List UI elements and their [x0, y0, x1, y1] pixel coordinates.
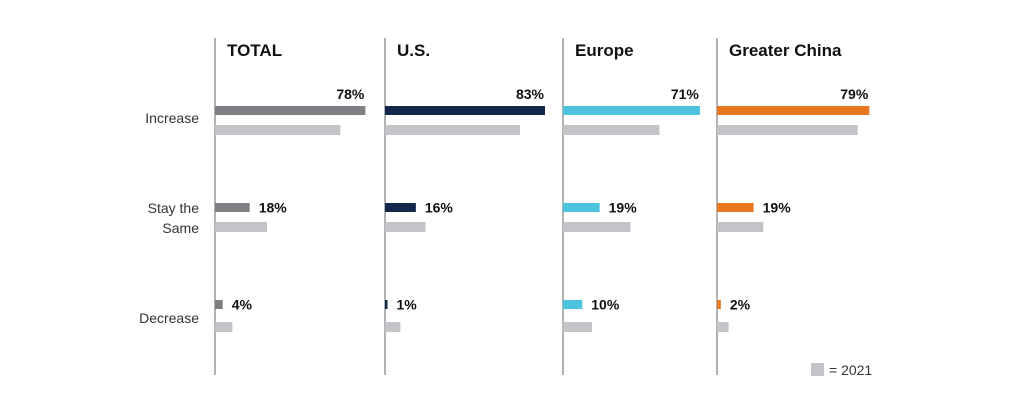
bar-2021: [563, 322, 592, 332]
category-label: Increase: [145, 110, 199, 126]
bar-current: [563, 300, 583, 309]
bar-current: [717, 300, 721, 309]
panel-title: Europe: [575, 41, 634, 60]
bar-2021: [717, 125, 858, 135]
bar-current: [717, 203, 754, 212]
panel-title: Greater China: [729, 41, 842, 60]
legend-swatch-2021: [811, 363, 824, 376]
bar-2021: [215, 322, 233, 332]
bar-2021: [717, 222, 764, 232]
bar-2021: [385, 222, 426, 232]
category-label: Decrease: [139, 310, 199, 326]
panel: U.S. 83% 16% 1%: [384, 38, 545, 375]
bar-current: [215, 300, 223, 309]
bar-current: [563, 203, 600, 212]
data-label: 83%: [516, 86, 545, 102]
legend-label: = 2021: [829, 362, 872, 378]
bar-current: [385, 106, 545, 115]
bar-current: [215, 106, 366, 115]
data-label: 4%: [232, 297, 253, 313]
data-label: 79%: [840, 86, 869, 102]
legend: = 2021: [811, 362, 872, 378]
data-label: 19%: [763, 200, 792, 216]
data-label: 78%: [336, 86, 365, 102]
bar-current: [215, 203, 250, 212]
data-label: 19%: [609, 200, 638, 216]
data-label: 10%: [591, 297, 620, 313]
bar-current: [563, 106, 700, 115]
bar-2021: [717, 322, 729, 332]
bar-2021: [385, 125, 520, 135]
panel-title: TOTAL: [227, 41, 282, 60]
panel: Greater China 79% 19% 2%: [716, 38, 870, 375]
data-label: 2%: [730, 297, 751, 313]
data-label: 16%: [425, 200, 454, 216]
data-label: 71%: [671, 86, 700, 102]
data-label: 18%: [259, 200, 288, 216]
bar-2021: [385, 322, 401, 332]
bar-2021: [563, 222, 631, 232]
bar-2021: [563, 125, 660, 135]
bar-2021: [215, 222, 268, 232]
panel: Europe 71% 19% 10%: [562, 38, 700, 375]
data-label: 1%: [397, 297, 418, 313]
category-labels: Increase Stay the Same Decrease: [139, 110, 199, 326]
panel-title: U.S.: [397, 41, 430, 60]
category-label: Stay the Same: [148, 200, 200, 236]
bar-2021: [215, 125, 341, 135]
panel: TOTAL 78% 18% 4%: [214, 38, 366, 375]
bar-current: [717, 106, 870, 115]
bar-current: [385, 300, 388, 309]
bar-current: [385, 203, 416, 212]
chart-panels: TOTAL 78% 18% 4% U.S. 83% 16% 1% Europe 71% 19% 10%…: [214, 38, 870, 375]
